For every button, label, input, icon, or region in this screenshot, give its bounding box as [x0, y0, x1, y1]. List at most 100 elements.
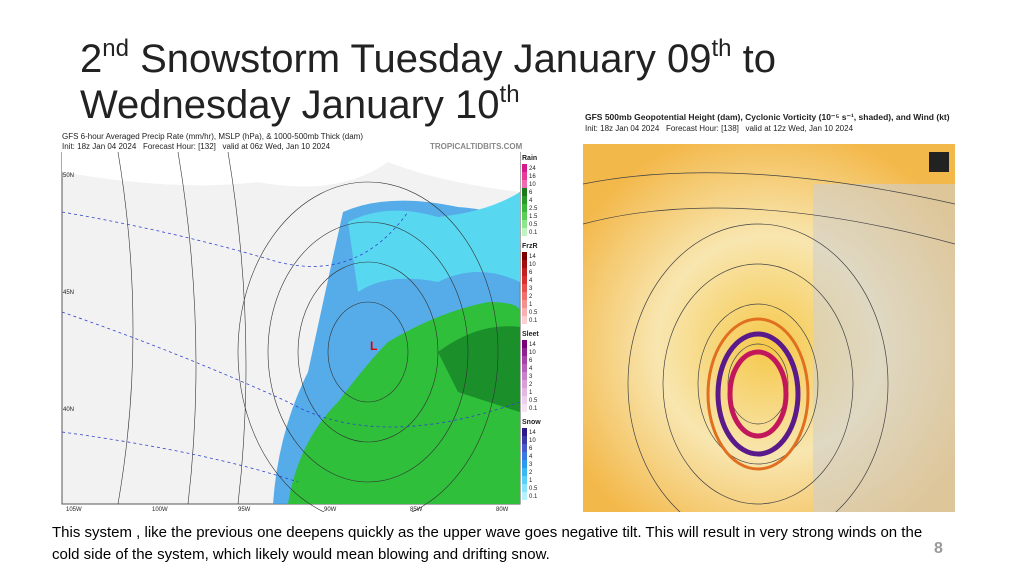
- legend-label: 10: [529, 438, 536, 444]
- legend-swatch: [522, 316, 527, 324]
- legend-label: 1.5: [529, 214, 538, 220]
- credit: TROPICALTIDBITS.COM: [430, 142, 523, 151]
- body-text: This system , like the previous one deep…: [52, 524, 923, 563]
- legend-label: 10: [529, 262, 536, 268]
- isobars: [117, 152, 499, 512]
- legend-swatch: [522, 428, 527, 436]
- legend-label: 1: [529, 302, 533, 308]
- legend-swatch: [522, 300, 527, 308]
- legend-label: 4: [529, 198, 533, 204]
- legend-name: Snow: [522, 419, 541, 426]
- ocean-shade: [813, 184, 955, 512]
- share-button[interactable]: [929, 152, 949, 172]
- legend-swatch: [522, 268, 527, 276]
- valid-text: valid at 06z Wed, Jan 10 2024: [222, 142, 331, 151]
- legend-label: 3: [529, 462, 533, 468]
- legend-label: 4: [529, 454, 533, 460]
- lat-label: 45N: [63, 290, 74, 296]
- legend-label: 4: [529, 366, 533, 372]
- legend-swatch: [522, 396, 527, 404]
- legend-label: 14: [529, 342, 536, 348]
- lat-label: 50N: [63, 173, 74, 179]
- legend-swatch: [522, 220, 527, 228]
- page-number: 8: [934, 540, 943, 557]
- lon-label: 90W: [324, 507, 337, 512]
- forecast-text: Forecast Hour: [138]: [665, 124, 739, 133]
- title-text: to: [731, 37, 776, 81]
- legend-swatch: [522, 388, 527, 396]
- legend-swatch: [522, 172, 527, 180]
- legend-swatch: [522, 364, 527, 372]
- legend-swatch: [522, 404, 527, 412]
- vorticity-map: GFS 500mb Geopotential Height (dam), Cyc…: [583, 108, 955, 512]
- legend-name: FrzR: [522, 243, 538, 250]
- legend-label: 0.5: [529, 310, 538, 316]
- legend-label: 2: [529, 294, 533, 300]
- legend-swatch: [522, 260, 527, 268]
- legend-swatch: [522, 340, 527, 348]
- lon-label: 85W: [410, 507, 423, 512]
- map-header: GFS 500mb Geopotential Height (dam), Cyc…: [585, 112, 950, 122]
- legend-swatch: [522, 468, 527, 476]
- legend-swatch: [522, 204, 527, 212]
- legend-label: 0.5: [529, 222, 538, 228]
- lon-label: 105W: [66, 507, 82, 512]
- legend-label: 3: [529, 286, 533, 292]
- precip-map: GFS 6-hour Averaged Precip Rate (mm/hr),…: [58, 130, 546, 512]
- legend-label: 16: [529, 174, 536, 180]
- legend-label: 10: [529, 350, 536, 356]
- height-contours: [583, 172, 955, 512]
- legend-swatch: [522, 292, 527, 300]
- legend-label: 10: [529, 182, 536, 188]
- valid-text: valid at 12z Wed, Jan 10 2024: [745, 124, 854, 133]
- legend-label: 2.5: [529, 206, 538, 212]
- title-text: Wednesday January 10: [80, 83, 500, 127]
- legend-label: 6: [529, 270, 533, 276]
- legend-swatch: [522, 252, 527, 260]
- vorticity-max: [706, 317, 810, 471]
- legend-label: 0.1: [529, 406, 538, 412]
- map-subheader: Init: 18z Jan 04 2024 Forecast Hour: [13…: [585, 124, 853, 133]
- thickness: [61, 211, 521, 483]
- legend-name: Sleet: [522, 331, 539, 338]
- forecast-text: Forecast Hour: [132]: [142, 142, 216, 151]
- legend-swatch: [522, 476, 527, 484]
- legend-label: 0.1: [529, 494, 538, 500]
- legend-label: 1: [529, 390, 533, 396]
- lon-label: 95W: [238, 507, 251, 512]
- legend-swatch: [522, 460, 527, 468]
- legend-label: 6: [529, 446, 533, 452]
- legend-swatch: [522, 180, 527, 188]
- legend-label: 2: [529, 382, 533, 388]
- legend-swatch: [522, 228, 527, 236]
- legend-label: 0.5: [529, 486, 538, 492]
- title-sup: th: [499, 81, 520, 108]
- legend-name: Rain: [522, 155, 537, 162]
- legend-label: 24: [529, 166, 536, 172]
- legend-swatch: [522, 276, 527, 284]
- canada: [62, 152, 520, 192]
- legend-label: 1: [529, 478, 533, 484]
- legend-swatch: [522, 452, 527, 460]
- legend-label: 0.5: [529, 398, 538, 404]
- legend-swatch: [522, 436, 527, 444]
- heavy-rain: [438, 326, 520, 412]
- legend-label: 6: [529, 358, 533, 364]
- title-text: Snowstorm Tuesday January 09: [128, 37, 712, 81]
- title-text: 2: [80, 37, 103, 81]
- legend-label: 0.1: [529, 230, 538, 236]
- legend-label: 3: [529, 374, 533, 380]
- title-sup: th: [711, 35, 732, 62]
- legend-label: 0.1: [529, 318, 538, 324]
- legend-label: 2: [529, 470, 533, 476]
- legend-swatch: [522, 188, 527, 196]
- low-marker: L: [370, 339, 377, 353]
- legend-swatch: [522, 484, 527, 492]
- legend-swatch: [522, 356, 527, 364]
- lon-label: 80W: [496, 507, 509, 512]
- map-subheader: Init: 18z Jan 04 2024 Forecast Hour: [13…: [62, 142, 330, 151]
- map-canvas: [583, 144, 955, 512]
- legend-swatch: [522, 492, 527, 500]
- legend-swatch: [522, 212, 527, 220]
